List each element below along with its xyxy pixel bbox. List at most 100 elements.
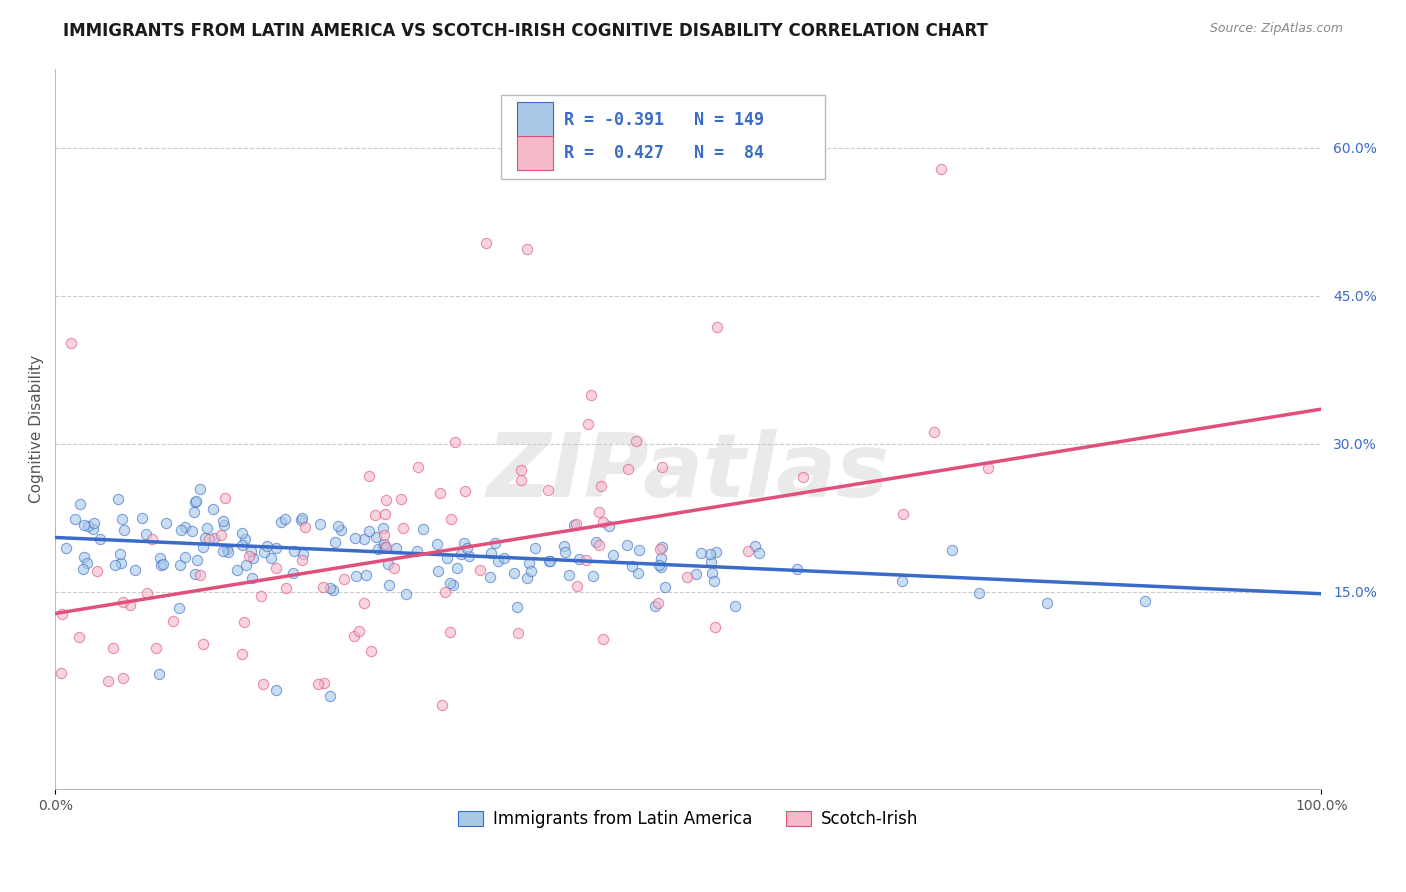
Point	[312, 580, 335, 594]
Point	[616, 538, 638, 552]
Point	[111, 512, 134, 526]
Text: R = -0.391   N = 149: R = -0.391 N = 149	[564, 111, 763, 128]
Point	[344, 569, 367, 583]
Point	[792, 470, 814, 484]
Point	[651, 540, 673, 554]
Point	[446, 561, 468, 575]
Point	[377, 557, 399, 571]
Point	[648, 541, 671, 556]
Point	[439, 512, 461, 526]
Point	[264, 683, 287, 698]
Point	[454, 484, 477, 499]
Point	[516, 242, 538, 256]
Point	[294, 519, 316, 533]
Point	[198, 532, 221, 546]
Point	[439, 625, 461, 640]
Point	[703, 620, 725, 634]
Point	[256, 539, 278, 553]
Point	[364, 530, 387, 544]
Point	[648, 558, 671, 572]
Point	[231, 538, 253, 552]
Point	[184, 494, 207, 508]
Point	[155, 516, 177, 531]
Point	[264, 561, 287, 575]
Point	[212, 515, 235, 529]
Point	[378, 578, 401, 592]
Point	[107, 491, 129, 506]
Point	[174, 520, 197, 534]
Point	[384, 541, 406, 555]
Point	[468, 563, 491, 577]
Point	[101, 641, 124, 656]
Point	[374, 493, 396, 508]
Point	[724, 599, 747, 614]
Point	[706, 320, 728, 334]
Point	[145, 640, 167, 655]
Point	[63, 512, 86, 526]
Point	[55, 541, 77, 555]
Point	[744, 539, 766, 553]
Point	[202, 531, 225, 545]
Point	[458, 549, 481, 564]
Point	[307, 676, 329, 690]
Point	[786, 562, 808, 576]
Point	[575, 553, 598, 567]
Point	[364, 508, 387, 523]
Point	[283, 544, 305, 558]
Point	[274, 512, 297, 526]
Point	[141, 532, 163, 546]
Point	[357, 524, 380, 538]
Point	[929, 162, 952, 177]
Point	[395, 586, 418, 600]
Point	[436, 551, 458, 566]
Point	[111, 671, 134, 685]
Point	[456, 541, 478, 555]
Text: IMMIGRANTS FROM LATIN AMERICA VS SCOTCH-IRISH COGNITIVE DISABILITY CORRELATION C: IMMIGRANTS FROM LATIN AMERICA VS SCOTCH-…	[63, 22, 988, 40]
Point	[585, 535, 607, 549]
Point	[564, 516, 586, 531]
Point	[430, 698, 453, 712]
Point	[537, 554, 560, 568]
Text: ZIPatlas: ZIPatlas	[486, 429, 890, 516]
Point	[332, 572, 354, 586]
Point	[252, 676, 274, 690]
Point	[329, 523, 352, 537]
Point	[624, 434, 647, 449]
Point	[557, 568, 579, 582]
Point	[479, 570, 502, 584]
Point	[136, 586, 159, 600]
Point	[592, 632, 614, 647]
Point	[389, 492, 412, 507]
Point	[503, 566, 526, 581]
Point	[60, 335, 83, 350]
Point	[281, 566, 304, 580]
Point	[484, 535, 506, 549]
Point	[373, 528, 395, 542]
Point	[186, 553, 208, 567]
Point	[453, 536, 475, 550]
Point	[406, 544, 429, 558]
Point	[264, 541, 287, 556]
Point	[382, 561, 405, 575]
Point	[374, 541, 396, 555]
Point	[967, 586, 990, 600]
Point	[209, 528, 232, 542]
Point	[67, 631, 90, 645]
Point	[426, 564, 449, 578]
Point	[191, 638, 214, 652]
Point	[291, 553, 314, 567]
Point	[702, 566, 724, 580]
Text: Source: ZipAtlas.com: Source: ZipAtlas.com	[1209, 22, 1343, 36]
Point	[110, 556, 132, 570]
FancyBboxPatch shape	[517, 103, 553, 137]
Point	[891, 508, 914, 522]
Point	[135, 526, 157, 541]
Point	[676, 570, 699, 584]
Point	[621, 559, 644, 574]
Point	[353, 532, 375, 546]
Point	[354, 568, 377, 582]
Point	[654, 580, 676, 594]
Point	[565, 579, 588, 593]
Point	[373, 520, 395, 534]
Point	[602, 548, 624, 562]
